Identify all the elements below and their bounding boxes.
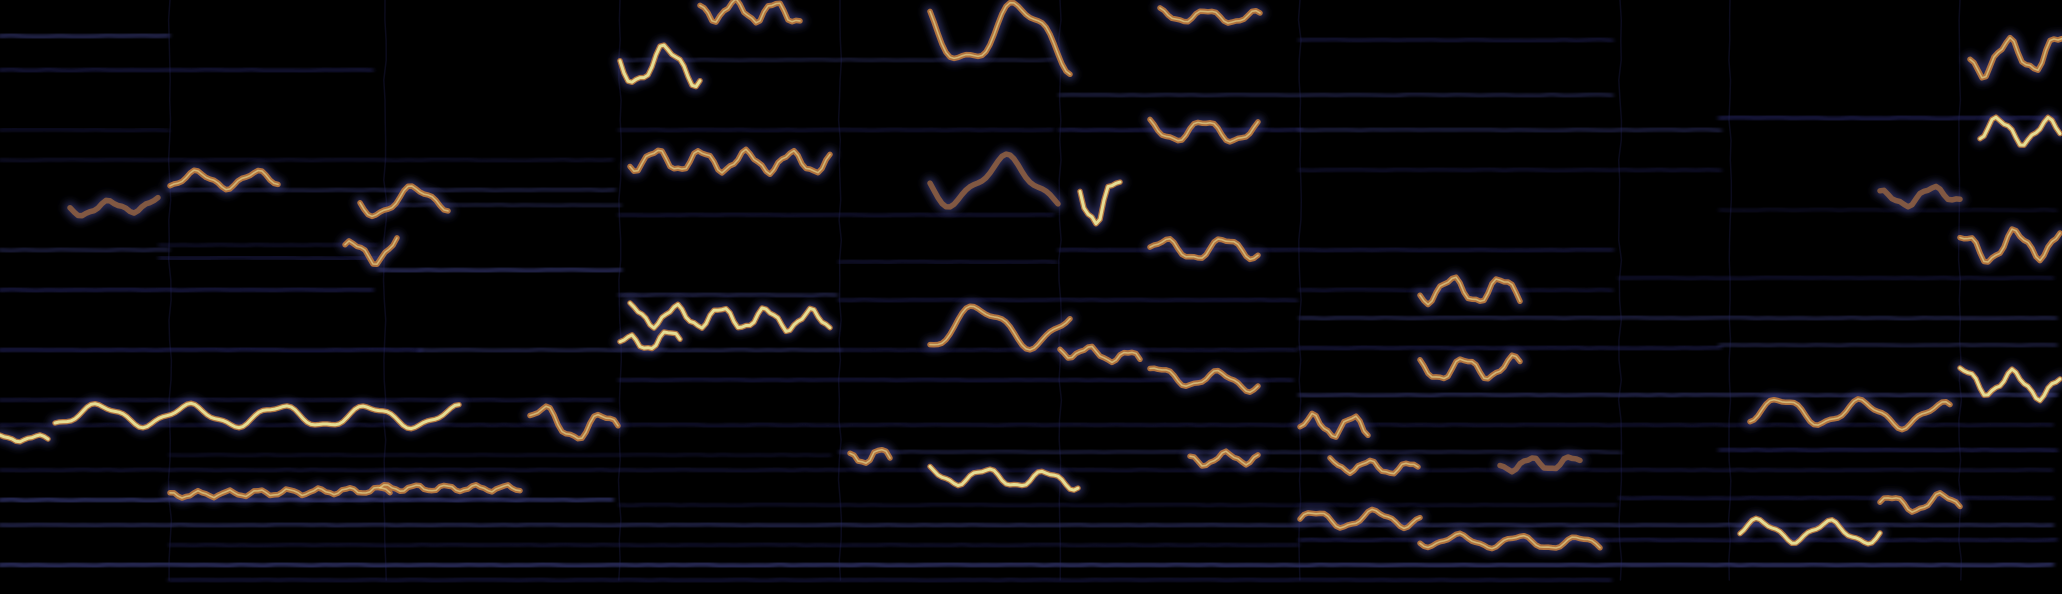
pitch-contour-core	[928, 465, 1080, 492]
pitch-contour-core	[629, 148, 831, 176]
pitch-contour-core	[169, 486, 391, 499]
harmonic-band	[1718, 342, 2058, 348]
pitch-cores-layer	[0, 0, 2062, 550]
segment-boundary	[617, 0, 623, 581]
pitch-contour-core	[1059, 345, 1141, 364]
harmonic-band	[1717, 446, 2059, 454]
pitch-contour-core	[1969, 36, 2062, 79]
pitch-contour-core	[1978, 115, 2062, 147]
pitch-contour-core	[1958, 366, 2062, 403]
harmonic-band	[837, 258, 1059, 265]
pitch-contour-core	[379, 484, 521, 493]
harmonic-band	[1057, 246, 1615, 254]
pitch-contour-core	[618, 330, 682, 350]
pitch-contour-core	[1959, 228, 2061, 263]
pitch-contour-core	[1078, 180, 1122, 226]
pitch-contour-core	[1329, 457, 1419, 475]
harmonic-band	[0, 156, 614, 164]
segment-boundary	[1727, 0, 1733, 581]
pitch-contour	[927, 151, 1061, 210]
harmonic-band	[0, 32, 171, 40]
pitch-contour-core	[929, 1, 1071, 76]
harmonic-band	[0, 346, 423, 354]
harmonic-band	[1297, 344, 1723, 352]
harmonic-band	[0, 127, 170, 133]
pitch-contour-core	[1189, 450, 1259, 467]
harmonic-band	[0, 66, 374, 74]
pitch-contour-core	[169, 169, 279, 191]
segment-boundary	[837, 0, 843, 581]
harmonic-band	[1298, 536, 2058, 544]
pitch-contour-core	[699, 0, 801, 24]
pitch-contour-core	[1159, 7, 1261, 24]
segment-boundary	[1957, 0, 1963, 581]
pitch-contour	[1877, 183, 1963, 210]
harmonic-band	[617, 126, 1055, 134]
pitch-contour-core	[1738, 516, 1882, 546]
harmonic-band	[0, 521, 2055, 529]
pitch-contour-core	[929, 305, 1071, 351]
pitch-contour-core	[344, 237, 398, 265]
pitch-contour-core	[1149, 118, 1259, 143]
harmonic-band	[1617, 274, 2055, 282]
pitch-contour-core	[1419, 354, 1521, 380]
harmonic-band	[0, 561, 2055, 569]
harmonic-band	[168, 542, 1300, 548]
harmonic-band	[1297, 126, 1723, 134]
pitch-contour-core	[1749, 398, 1951, 431]
harmonic-band	[1058, 92, 1614, 98]
harmonic-band	[0, 246, 171, 254]
pitch-contour-core	[0, 433, 50, 444]
harmonic-band	[1297, 391, 2059, 399]
harmonic-band	[1298, 287, 1614, 293]
harmonic-band	[167, 576, 1613, 584]
pitch-contour-core	[849, 448, 891, 464]
segment-boundary	[167, 0, 173, 581]
pitch-contour	[1497, 454, 1583, 475]
harmonic-band	[1297, 166, 1723, 174]
harmonic-band	[168, 452, 832, 458]
harmonic-band	[617, 291, 839, 299]
harmonic-band	[837, 296, 1299, 304]
harmonic-band	[378, 202, 622, 208]
harmonic-band	[618, 502, 1618, 508]
harmonic-band	[1298, 36, 1614, 44]
pitch-contour-core	[1149, 238, 1259, 261]
harmonic-band	[157, 254, 379, 262]
segment-boundary	[1297, 0, 1303, 581]
harmonic-band	[1057, 126, 1303, 134]
harmonic-band	[1618, 495, 2054, 501]
pitch-contour-core	[529, 405, 619, 440]
pitch-contour-core	[628, 301, 832, 333]
harmonic-band	[617, 211, 1055, 219]
harmonic-band	[0, 286, 375, 294]
pitch-contour-core	[1299, 508, 1421, 530]
pitch-contour-core	[1419, 532, 1601, 550]
pitch-contour-core	[359, 185, 449, 218]
harmonic-band	[1298, 315, 2058, 321]
pitch-contour-core	[53, 401, 461, 431]
segment-boundary	[1617, 0, 1623, 581]
pitch-contour	[67, 194, 161, 219]
pitch-contour-core	[618, 43, 702, 89]
pitch-contour-core	[1299, 412, 1369, 438]
harmonic-band	[1718, 207, 2058, 213]
harmonic-band	[418, 347, 842, 353]
pitch-contour-core	[1879, 492, 1961, 513]
pitch-contour-core	[1149, 367, 1259, 393]
harmonic-band	[377, 266, 623, 274]
harmonic-band	[167, 186, 617, 194]
pitch-contour-core	[1419, 276, 1521, 306]
harmonic-band	[0, 467, 2054, 473]
